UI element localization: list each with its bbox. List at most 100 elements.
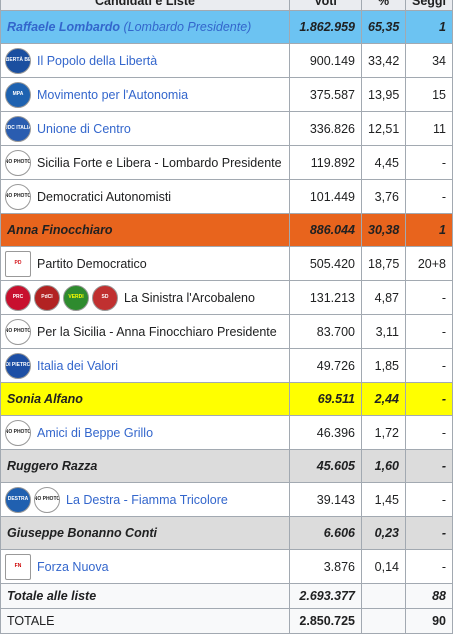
votes-cell: 900.149 <box>289 43 362 78</box>
mpa-logo-icon[interactable]: MPA <box>5 81 31 108</box>
seats-cell: - <box>405 516 453 550</box>
pdci-logo-icon[interactable]: PdCI <box>34 284 60 311</box>
list-name[interactable]: Italia dei Valori <box>37 358 119 373</box>
list-row: PD Partito Democratico 505.420 18,75 20+8 <box>0 246 453 281</box>
list-logos: NO PHOTO <box>5 419 31 446</box>
list-logos: POPOLO LIBERTÀ BERLUSCONI <box>5 47 31 74</box>
votes-cell: 6.606 <box>289 516 362 550</box>
votes-cell: 45.605 <box>289 449 362 483</box>
list-name: Partito Democratico <box>37 256 147 271</box>
candidate-row: Ruggero Razza 45.605 1,60- <box>0 449 453 483</box>
list-row: MPA Movimento per l'Autonomia 375.587 13,95… <box>0 77 453 112</box>
list-row: UDC ITALIA Unione di Centro 336.826 12,51 11 <box>0 111 453 146</box>
total-row: TOTALE 2.850.725 90 <box>0 608 453 634</box>
votes-cell: 336.826 <box>289 111 362 146</box>
seats-cell: - <box>405 449 453 483</box>
no-logo-icon[interactable]: NO PHOTO <box>34 486 60 513</box>
total-label: Totale alle liste <box>0 583 290 609</box>
list-row: DESTRA NO PHOTO La Destra - Fiamma Tricolo… <box>0 482 453 517</box>
list-row: FN Forza Nuova 3.876 0,14- <box>0 549 453 584</box>
seats-cell: 11 <box>405 111 453 146</box>
votes-cell: 83.700 <box>289 314 362 349</box>
pdl-logo-icon[interactable]: POPOLO LIBERTÀ BERLUSCONI <box>5 47 31 74</box>
seats-cell: - <box>405 549 453 584</box>
list-name-cell: MPA Movimento per l'Autonomia <box>0 77 290 112</box>
list-name[interactable]: Movimento per l'Autonomia <box>37 87 189 102</box>
seats-cell: - <box>405 314 453 349</box>
list-row: NO PHOTO Amici di Beppe Grillo 46.396 1,72- <box>0 415 453 450</box>
candidate-name: Anna Finocchiaro <box>7 223 113 237</box>
seats-cell: 88 <box>405 583 453 609</box>
pct-cell: 13,95 <box>361 77 406 112</box>
pct-cell: 4,87 <box>361 280 406 315</box>
votes-cell: 69.511 <box>289 382 362 416</box>
header-candidates: Candidati e Liste <box>0 0 290 11</box>
votes-cell: 1.862.959 <box>289 10 362 44</box>
votes-cell: 375.587 <box>289 77 362 112</box>
list-logos: DI PIETRO <box>5 352 31 379</box>
list-logos: PRC PdCI VERDI SD <box>5 284 118 311</box>
votes-cell: 39.143 <box>289 482 362 517</box>
list-name[interactable]: Il Popolo della Libertà <box>37 53 158 68</box>
votes-cell: 119.892 <box>289 145 362 180</box>
list-name[interactable]: Amici di Beppe Grillo <box>37 425 154 440</box>
list-logos: NO PHOTO <box>5 183 31 210</box>
candidate-name-cell: Giuseppe Bonanno Conti <box>0 516 290 550</box>
seats-cell: 20+8 <box>405 246 453 281</box>
votes-cell: 505.420 <box>289 246 362 281</box>
list-row: DI PIETRO Italia dei Valori 49.726 1,85- <box>0 348 453 383</box>
candidate-row: Anna Finocchiaro 886.044 30,38 1 <box>0 213 453 247</box>
seats-cell: - <box>405 145 453 180</box>
list-row: NO PHOTO Sicilia Forte e Libera - Lombard… <box>0 145 453 180</box>
candidate-row: Raffaele Lombardo (Lombardo Presidente) 1… <box>0 10 453 44</box>
votes-cell: 3.876 <box>289 549 362 584</box>
total-row: Totale alle liste 2.693.377 88 <box>0 583 453 609</box>
destra-logo-icon[interactable]: DESTRA <box>5 486 31 513</box>
candidate-list-extra: (Lombardo Presidente) <box>123 20 252 34</box>
list-name: Per la Sicilia - Anna Finocchiaro Presid… <box>37 324 277 339</box>
pct-cell <box>361 608 406 634</box>
list-name[interactable]: Unione di Centro <box>37 121 131 136</box>
no-logo-icon[interactable]: NO PHOTO <box>5 183 31 210</box>
list-name-cell: NO PHOTO Per la Sicilia - Anna Finocchiar… <box>0 314 290 349</box>
list-name-cell: DI PIETRO Italia dei Valori <box>0 348 290 383</box>
list-row: POPOLO LIBERTÀ BERLUSCONI Il Popolo della… <box>0 43 453 78</box>
seats-cell: 15 <box>405 77 453 112</box>
pct-cell: 1,45 <box>361 482 406 517</box>
pct-cell: 2,44 <box>361 382 406 416</box>
no-logo-icon[interactable]: NO PHOTO <box>5 318 31 345</box>
pd-logo-icon[interactable]: PD <box>5 250 31 277</box>
votes-cell: 2.693.377 <box>289 583 362 609</box>
seats-cell: - <box>405 348 453 383</box>
udc-logo-icon[interactable]: UDC ITALIA <box>5 115 31 142</box>
seats-cell: 90 <box>405 608 453 634</box>
list-logos: NO PHOTO <box>5 318 31 345</box>
seats-cell: 1 <box>405 213 453 247</box>
list-name-cell: NO PHOTO Democratici Autonomisti <box>0 179 290 214</box>
seats-cell: 1 <box>405 10 453 44</box>
prc-logo-icon[interactable]: PRC <box>5 284 31 311</box>
idv-logo-icon[interactable]: DI PIETRO <box>5 352 31 379</box>
seats-cell: 34 <box>405 43 453 78</box>
votes-cell: 886.044 <box>289 213 362 247</box>
verdi-logo-icon[interactable]: VERDI <box>63 284 89 311</box>
candidate-name-cell: Raffaele Lombardo (Lombardo Presidente) <box>0 10 290 44</box>
header-votes: Voti <box>289 0 362 11</box>
list-name[interactable]: Forza Nuova <box>37 559 109 574</box>
pct-cell: 33,42 <box>361 43 406 78</box>
votes-cell: 49.726 <box>289 348 362 383</box>
no-logo-icon[interactable]: NO PHOTO <box>5 149 31 176</box>
sd-logo-icon[interactable]: SD <box>92 284 118 311</box>
fn-logo-icon[interactable]: FN <box>5 553 31 580</box>
candidate-name-cell: Sonia Alfano <box>0 382 290 416</box>
list-name[interactable]: La Destra - Fiamma Tricolore <box>66 492 228 507</box>
candidate-name[interactable]: Raffaele Lombardo <box>7 20 120 34</box>
list-name-cell: UDC ITALIA Unione di Centro <box>0 111 290 146</box>
total-label: TOTALE <box>0 608 290 634</box>
pct-cell: 0,23 <box>361 516 406 550</box>
header-seats: Seggi <box>405 0 453 11</box>
no-logo-icon[interactable]: NO PHOTO <box>5 419 31 446</box>
candidate-row: Sonia Alfano 69.511 2,44- <box>0 382 453 416</box>
list-logos: MPA <box>5 81 31 108</box>
